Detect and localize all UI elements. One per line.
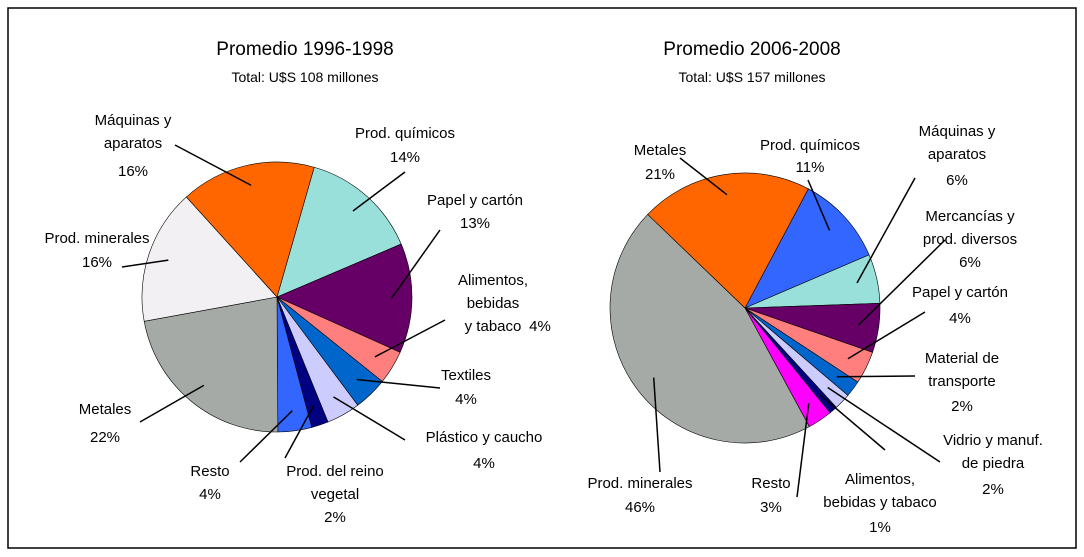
pie-slice bbox=[609, 213, 810, 444]
slice-label: Textiles bbox=[441, 367, 491, 384]
slice-label: Alimentos, bebidas y tabaco bbox=[823, 471, 936, 511]
slice-label: Prod. minerales bbox=[44, 230, 149, 247]
leader-line bbox=[121, 259, 169, 268]
pie-slice bbox=[276, 243, 413, 353]
leader-line bbox=[796, 403, 810, 498]
slice-label: Metales bbox=[634, 142, 687, 159]
leader-line bbox=[857, 239, 946, 326]
leader-line bbox=[174, 144, 252, 186]
leader-line bbox=[847, 311, 926, 360]
pie-slice bbox=[744, 188, 870, 309]
leader-line bbox=[239, 410, 293, 463]
pie-slice bbox=[185, 161, 315, 298]
leader-line bbox=[819, 394, 886, 451]
value-label: 2% bbox=[951, 398, 973, 415]
slice-label: Prod. minerales bbox=[587, 475, 692, 492]
leader-line bbox=[352, 171, 406, 212]
value-label: 13% bbox=[460, 215, 490, 232]
chart-title: Promedio 2006-2008 bbox=[663, 39, 840, 60]
slice-label: Papel y cartón bbox=[427, 192, 523, 209]
slice-label: Resto bbox=[751, 475, 790, 492]
value-label: 16% bbox=[118, 163, 148, 180]
leader-line bbox=[856, 177, 916, 284]
slice-label: Prod. químicos bbox=[355, 125, 455, 142]
value-label: 4% bbox=[473, 455, 495, 472]
pie-slice bbox=[647, 172, 809, 309]
slice-label: Mercancías y prod. diversos bbox=[923, 208, 1017, 248]
value-label: 11% bbox=[796, 159, 825, 176]
value-label: 22% bbox=[90, 429, 120, 446]
chart-subtitle: Total: U$S 157 millones bbox=[678, 69, 825, 85]
leader-line bbox=[836, 375, 916, 378]
slice-label: Resto bbox=[190, 463, 229, 480]
slice-label: Material de transporte bbox=[925, 350, 999, 390]
slice-label: Plástico y caucho bbox=[426, 429, 543, 446]
slice-label: Máquinas y aparatos bbox=[95, 112, 172, 152]
value-label: 46% bbox=[625, 499, 655, 516]
value-label: 3% bbox=[760, 499, 782, 516]
pie-slice bbox=[276, 166, 402, 298]
leader-line bbox=[356, 378, 441, 389]
value-label: 21% bbox=[645, 166, 675, 183]
slice-label: Prod. químicos bbox=[760, 137, 860, 154]
leader-line bbox=[374, 319, 446, 358]
chart-subtitle: Total: U$S 108 millones bbox=[231, 69, 378, 85]
pie-slice bbox=[143, 296, 279, 433]
value-label: 2% bbox=[982, 481, 1004, 498]
slice-label: Vidrio y manuf. de piedra bbox=[943, 432, 1043, 472]
value-label: 2% bbox=[324, 509, 346, 526]
leader-line bbox=[807, 179, 831, 231]
slice-label: Papel y cartón bbox=[912, 284, 1008, 301]
value-label: 4% bbox=[529, 318, 551, 335]
value-label: 14% bbox=[390, 149, 420, 166]
slice-label: Alimentos, bebidas y tabaco bbox=[458, 272, 528, 335]
value-label: 6% bbox=[959, 254, 981, 271]
leader-line bbox=[391, 229, 441, 299]
value-label: 4% bbox=[199, 486, 221, 503]
leader-line bbox=[652, 377, 661, 473]
leader-line bbox=[827, 386, 941, 463]
pie-slice bbox=[141, 196, 278, 322]
slice-label: Metales bbox=[79, 401, 132, 418]
value-label: 6% bbox=[946, 172, 968, 189]
leader-line bbox=[284, 405, 315, 459]
leader-line bbox=[679, 157, 728, 196]
slice-label: Máquinas y aparatos bbox=[919, 123, 996, 163]
value-label: 4% bbox=[949, 310, 971, 327]
slice-label: Prod. del reino vegetal bbox=[286, 463, 384, 503]
value-label: 4% bbox=[455, 391, 477, 408]
value-label: 1% bbox=[869, 519, 891, 536]
leader-line bbox=[333, 396, 406, 441]
leader-line bbox=[139, 384, 205, 423]
value-label: 16% bbox=[82, 254, 112, 271]
chart-title: Promedio 1996-1998 bbox=[216, 39, 393, 60]
